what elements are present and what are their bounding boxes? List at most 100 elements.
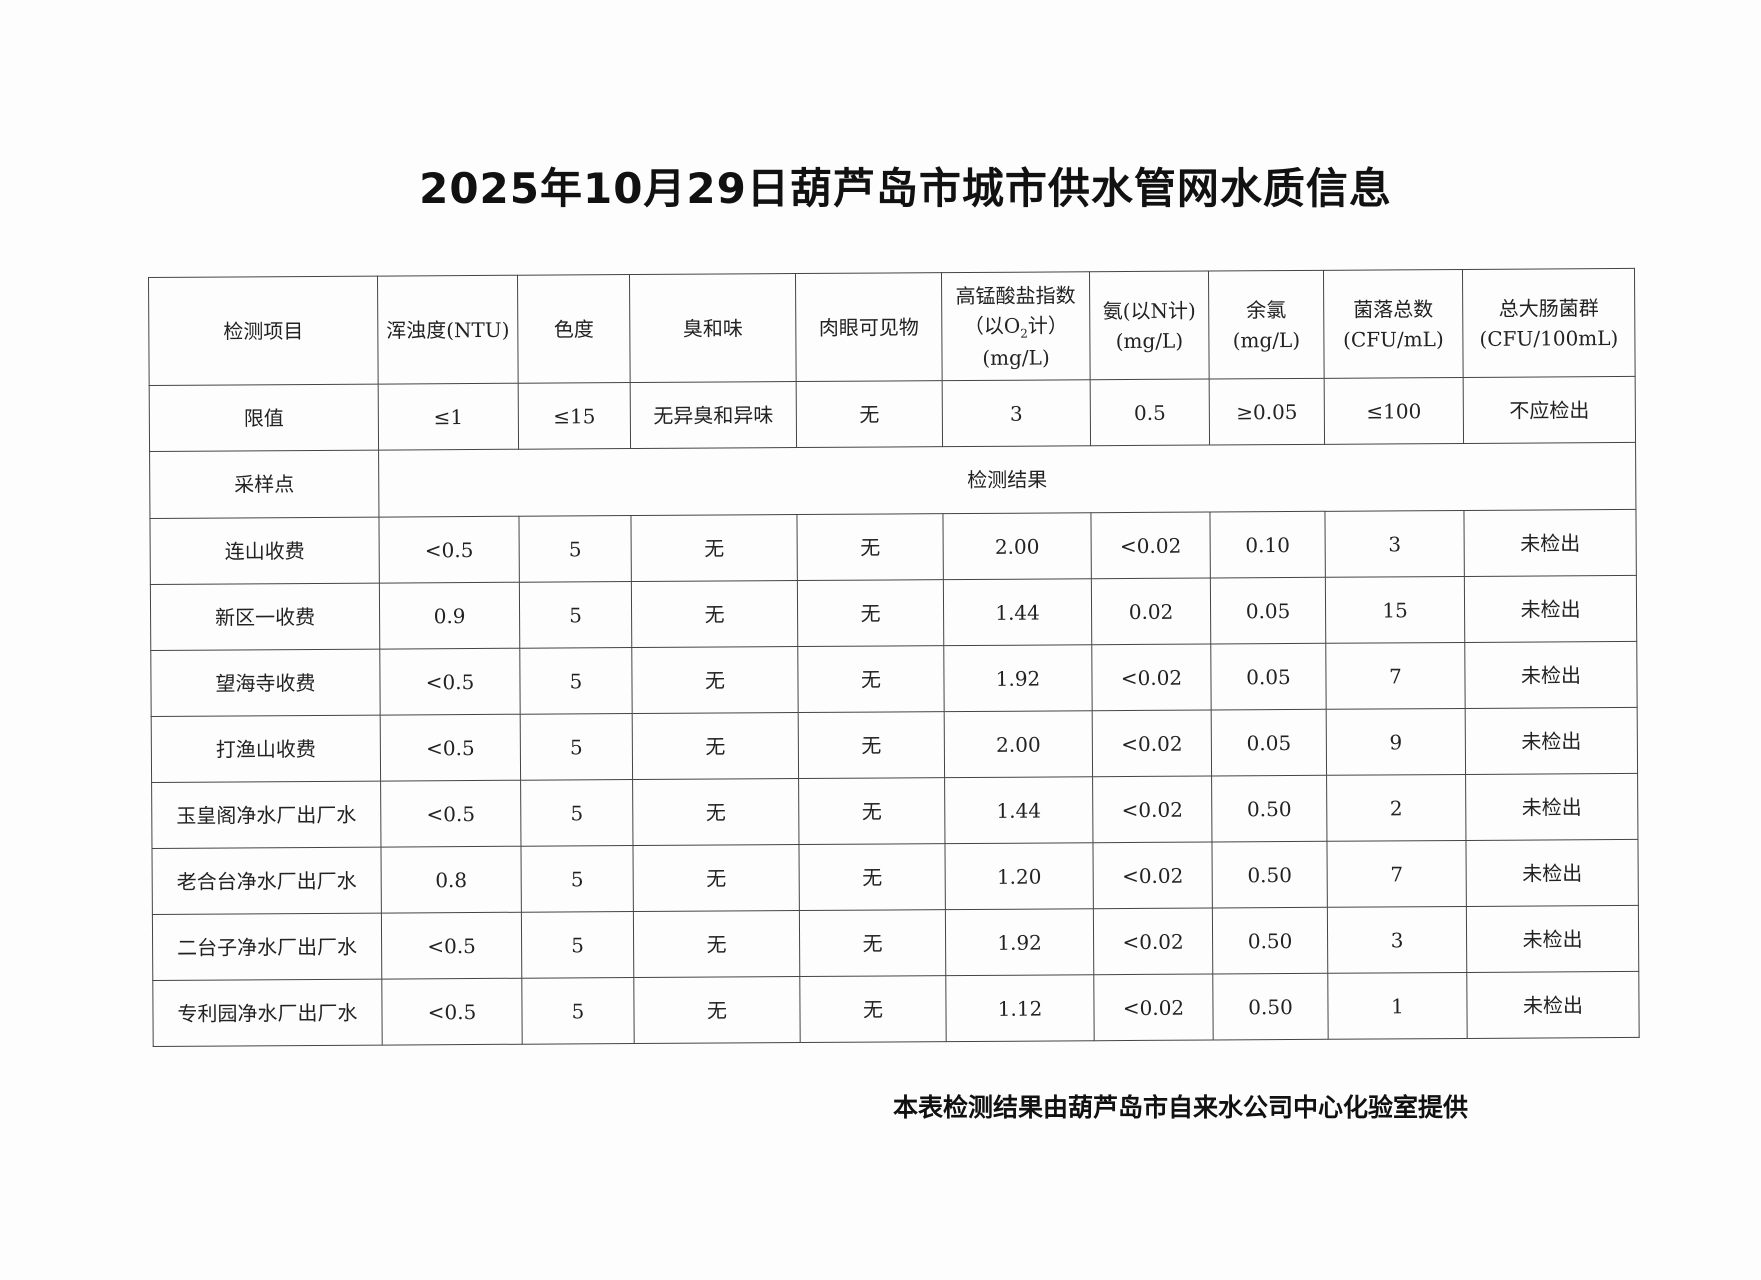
result-cell: 无 — [631, 580, 798, 648]
result-cell: 0.9 — [379, 582, 520, 650]
table-row: 二台子净水厂出厂水 <0.5 5 无无 1.92 <0.02 0.50 3 未检出 — [152, 905, 1639, 981]
result-cell: 2.00 — [944, 710, 1093, 778]
sampling-point: 老合台净水厂出厂水 — [151, 847, 382, 915]
result-cell: 5 — [520, 713, 633, 781]
header-visible: 肉眼可见物 — [795, 272, 943, 382]
header-permanganate-line1: 高锰酸盐指数 — [955, 282, 1076, 308]
header-item: 检测项目 — [148, 276, 379, 386]
header-chlorine-unit: (mg/L) — [1232, 327, 1301, 352]
result-cell: 无 — [798, 843, 946, 911]
result-cell: 1.44 — [944, 776, 1093, 844]
result-cell: 未检出 — [1464, 575, 1637, 643]
result-cell: 7 — [1325, 642, 1466, 710]
table-row: 老合台净水厂出厂水 0.8 5 无无 1.20 <0.02 0.50 7 未检出 — [151, 839, 1639, 915]
footer-note: 本表检测结果由葫芦岛市自来水公司中心化验室提供 — [893, 1093, 1469, 1122]
header-odor: 臭和味 — [629, 273, 797, 383]
header-permanganate: 高锰酸盐指数 （以O2计） (mg/L) — [941, 271, 1091, 381]
result-cell: <0.02 — [1093, 908, 1213, 975]
result-cell: 0.8 — [380, 846, 522, 914]
result-body: 连山收费 <0.5 5 无无 2.00 <0.02 0.10 3 未检出 新区一收费 0.9 5 无无 1… — [149, 509, 1640, 1047]
table-row: 玉皇阁净水厂出厂水 <0.5 5 无无 1.44 <0.02 0.50 2 未检出 — [151, 773, 1638, 849]
table-row: 新区一收费 0.9 5 无无 1.44 0.02 0.05 15 未检出 — [150, 575, 1637, 651]
result-cell: 无 — [632, 712, 799, 780]
header-ammonia-line1: 氨(以N计) — [1102, 298, 1196, 323]
result-cell: 1.92 — [945, 908, 1094, 976]
header-turbidity: 浑浊度(NTU) — [377, 275, 519, 385]
result-cell: 0.10 — [1209, 511, 1326, 579]
limit-cell: ≤15 — [518, 382, 631, 450]
result-cell: 未检出 — [1465, 839, 1639, 907]
result-cell: <0.5 — [380, 714, 521, 782]
result-cell: 0.50 — [1211, 775, 1327, 843]
result-cell: 3 — [1327, 906, 1467, 974]
result-cell: 0.50 — [1211, 841, 1328, 909]
sampling-label: 采样点 — [149, 450, 379, 519]
result-cell: 无 — [799, 909, 946, 977]
sampling-row: 采样点 检测结果 — [149, 442, 1636, 519]
result-cell: 无 — [633, 910, 800, 978]
result-cell: 5 — [521, 977, 635, 1045]
result-cell: 1.44 — [943, 578, 1092, 646]
result-cell: 无 — [796, 513, 944, 581]
header-colony: 菌落总数 (CFU/mL) — [1323, 269, 1464, 379]
result-cell: <0.02 — [1092, 776, 1212, 843]
sampling-point: 新区一收费 — [150, 583, 380, 651]
header-coliform-unit: (CFU/100mL) — [1479, 325, 1619, 351]
result-cell: 0.05 — [1210, 577, 1326, 645]
result-cell: 2 — [1326, 774, 1466, 842]
result-cell: <0.5 — [381, 978, 523, 1046]
result-cell: 未检出 — [1465, 773, 1638, 841]
header-chlorine: 余氯 (mg/L) — [1208, 270, 1325, 380]
result-cell: 7 — [1326, 840, 1467, 908]
limit-cell: 0.5 — [1090, 379, 1210, 446]
permanganate-prefix: （以O — [963, 313, 1021, 338]
permanganate-subscript: 2 — [1020, 326, 1028, 341]
result-cell: 15 — [1325, 576, 1465, 644]
result-cell: 9 — [1326, 708, 1466, 776]
result-cell: <0.5 — [381, 912, 522, 980]
table-row: 连山收费 <0.5 5 无无 2.00 <0.02 0.10 3 未检出 — [149, 509, 1637, 585]
limit-cell: 无异臭和异味 — [630, 381, 797, 449]
header-coliform: 总大肠菌群 (CFU/100mL) — [1462, 268, 1636, 378]
table-row: 专利园净水厂出厂水 <0.5 5 无无 1.12 <0.02 0.50 1 未检出 — [152, 971, 1640, 1047]
result-cell: 2.00 — [942, 512, 1092, 580]
result-cell: 5 — [521, 911, 634, 979]
result-cell: <0.5 — [378, 516, 520, 584]
limit-cell: 不应检出 — [1463, 376, 1636, 444]
table-row: 望海寺收费 <0.5 5 无无 1.92 <0.02 0.05 7 未检出 — [150, 641, 1638, 717]
result-cell: <0.5 — [379, 648, 521, 716]
header-colony-line1: 菌落总数 — [1353, 296, 1434, 322]
result-cell: 无 — [799, 975, 947, 1043]
header-coliform-line1: 总大肠菌群 — [1498, 295, 1599, 321]
sampling-point: 二台子净水厂出厂水 — [152, 913, 382, 981]
header-permanganate-unit: (mg/L) — [982, 344, 1050, 370]
result-cell: 3 — [1324, 510, 1465, 578]
result-cell: 1.92 — [943, 644, 1093, 712]
result-cell: <0.02 — [1090, 512, 1211, 579]
result-cell: <0.02 — [1092, 842, 1213, 909]
result-cell: 0.02 — [1091, 578, 1211, 645]
result-cell: 无 — [798, 777, 945, 845]
header-colony-unit: (CFU/mL) — [1343, 326, 1444, 352]
sampling-point: 望海寺收费 — [150, 649, 381, 717]
result-cell: 无 — [797, 645, 945, 713]
result-cell: 0.50 — [1212, 907, 1328, 975]
permanganate-suffix: 计） — [1027, 312, 1068, 338]
limit-cell: ≤1 — [378, 383, 519, 451]
result-cell: 未检出 — [1464, 641, 1638, 709]
limit-cell: ≥0.05 — [1209, 378, 1325, 446]
limit-row: 限值 ≤1 ≤15 无异臭和异味无 3 0.5 ≥0.05 ≤100 不应检出 — [149, 376, 1636, 452]
limit-label: 限值 — [149, 384, 379, 452]
result-cell: 5 — [518, 515, 632, 583]
result-cell: 未检出 — [1465, 707, 1638, 775]
result-cell: 无 — [632, 778, 799, 846]
result-cell: <0.5 — [380, 780, 521, 848]
result-cell: <0.02 — [1091, 644, 1212, 711]
result-cell: 未检出 — [1463, 509, 1637, 577]
document-title: 2025年10月29日葫芦岛市城市供水管网水质信息 — [419, 164, 1392, 213]
result-cell: 无 — [631, 646, 799, 714]
result-cell: 5 — [519, 581, 632, 649]
limit-cell: ≤100 — [1324, 377, 1464, 445]
result-cell: 5 — [520, 779, 633, 847]
result-cell: 5 — [520, 845, 634, 913]
